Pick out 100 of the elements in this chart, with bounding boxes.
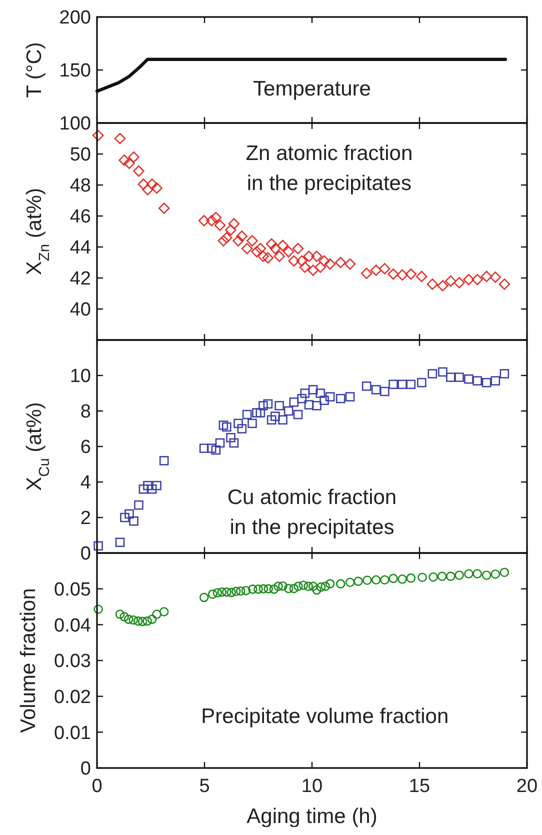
- point: [220, 232, 232, 244]
- point: [236, 586, 246, 596]
- point: [428, 369, 438, 378]
- point: [231, 586, 241, 596]
- point: [120, 612, 129, 622]
- point: [498, 278, 510, 290]
- y-tick-label: 0: [80, 544, 91, 565]
- point: [208, 590, 218, 599]
- point: [308, 385, 318, 394]
- point: [464, 569, 474, 578]
- y-tick-label: 40: [70, 300, 91, 321]
- point: [463, 274, 474, 286]
- point: [214, 220, 226, 231]
- point: [284, 406, 294, 416]
- point: [336, 579, 346, 588]
- point: [218, 235, 230, 246]
- point: [217, 587, 227, 597]
- point: [120, 512, 130, 522]
- point: [241, 242, 253, 254]
- point: [362, 576, 372, 585]
- point: [248, 584, 258, 594]
- point: [418, 572, 427, 582]
- point: [482, 378, 492, 388]
- point: [128, 151, 140, 163]
- point: [225, 224, 236, 236]
- point: [206, 215, 218, 226]
- point: [124, 509, 134, 519]
- y-tick-label: 0.01: [54, 722, 91, 744]
- y-tick-label: 10: [70, 366, 91, 388]
- point: [159, 456, 169, 466]
- point: [406, 380, 416, 390]
- point: [334, 256, 346, 268]
- point: [406, 573, 416, 583]
- point: [398, 380, 407, 390]
- point: [336, 394, 346, 404]
- point: [325, 579, 335, 588]
- point: [300, 388, 310, 398]
- point: [115, 538, 125, 547]
- point: [118, 154, 130, 166]
- point: [454, 277, 465, 288]
- point: [417, 378, 426, 388]
- y-tick-label: 46: [70, 206, 91, 228]
- point: [362, 382, 372, 391]
- point: [454, 372, 464, 382]
- point: [312, 401, 322, 410]
- point: [472, 569, 482, 578]
- x-tick-label: 5: [199, 776, 210, 797]
- point: [500, 369, 510, 378]
- point: [226, 432, 236, 442]
- point: [482, 570, 492, 580]
- point: [248, 418, 257, 428]
- point: [124, 158, 135, 169]
- y-tick-label: 44: [70, 238, 92, 259]
- point: [211, 445, 221, 455]
- y-tick-label: 0.04: [54, 615, 92, 636]
- point: [246, 235, 258, 246]
- point: [222, 587, 232, 597]
- annotation: Cu atomic fraction in the precipitates: [227, 486, 397, 540]
- point: [274, 250, 285, 262]
- point: [269, 584, 279, 594]
- y-tick-label: 42: [70, 268, 91, 290]
- point: [129, 516, 138, 526]
- point: [472, 274, 483, 286]
- point: [237, 424, 247, 434]
- point: [344, 258, 356, 270]
- point: [388, 380, 398, 390]
- point: [234, 418, 243, 428]
- point: [258, 584, 268, 594]
- annotation: Temperature: [253, 77, 371, 100]
- point: [142, 616, 152, 626]
- point: [289, 584, 299, 594]
- point: [159, 607, 169, 616]
- point: [210, 212, 222, 224]
- point: [147, 614, 157, 624]
- point: [124, 614, 134, 624]
- point: [320, 396, 329, 405]
- y-tick-label: 200: [59, 8, 91, 29]
- point: [500, 568, 510, 577]
- point: [274, 582, 283, 591]
- point: [288, 255, 300, 267]
- point: [266, 415, 276, 425]
- point: [354, 576, 363, 586]
- point: [222, 422, 232, 432]
- point: [284, 584, 294, 594]
- point: [304, 582, 313, 591]
- point: [314, 262, 326, 273]
- point: [304, 400, 314, 410]
- annotation: Precipitate volume fraction: [201, 704, 449, 728]
- point: [454, 570, 464, 580]
- point: [360, 268, 372, 279]
- point: [297, 394, 307, 404]
- point: [198, 215, 210, 226]
- point: [199, 592, 209, 602]
- point: [218, 420, 228, 430]
- point: [405, 268, 417, 280]
- y-tick-label: 8: [80, 402, 91, 423]
- point: [472, 376, 482, 386]
- point: [296, 255, 308, 267]
- y-tick-label: 50: [70, 144, 91, 166]
- y-tick-label: 4: [80, 472, 92, 494]
